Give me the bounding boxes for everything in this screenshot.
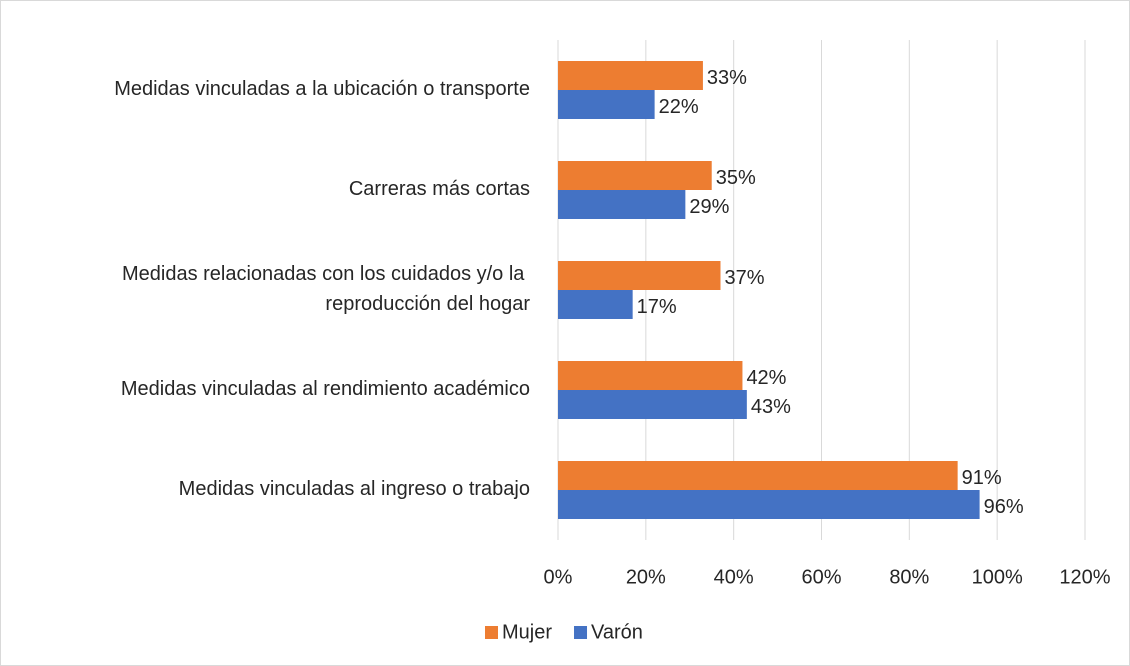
x-tick-label: 120% [1059, 566, 1110, 588]
x-tick-label: 80% [889, 566, 929, 588]
bar [558, 61, 703, 90]
bar [558, 161, 712, 190]
legend-label: Varón [591, 621, 643, 643]
x-tick-label: 0% [544, 566, 573, 588]
data-label: 43% [751, 396, 791, 418]
data-label: 91% [962, 467, 1002, 489]
bar [558, 361, 743, 390]
legend-swatch [574, 626, 588, 639]
bar [558, 190, 686, 219]
bar [558, 461, 958, 490]
x-tick-label: 20% [626, 566, 666, 588]
bar [558, 90, 655, 119]
data-label: 29% [689, 196, 729, 218]
y-tick-label: Medidas vinculadas a la ubicación o tran… [114, 78, 530, 100]
data-label: 42% [746, 367, 786, 389]
data-label: 33% [707, 67, 747, 89]
data-label: 22% [659, 96, 699, 118]
data-label: 37% [724, 267, 764, 289]
y-tick-label: Carreras más cortas [349, 178, 530, 200]
bar [558, 261, 721, 290]
bar [558, 390, 747, 419]
y-tick-label: Medidas vinculadas al rendimiento académ… [121, 378, 530, 400]
x-tick-label: 60% [801, 566, 841, 588]
legend-label: Mujer [502, 621, 552, 643]
y-tick-label: Medidas relacionadas con los cuidados y/… [122, 263, 530, 315]
data-label: 35% [716, 167, 756, 189]
legend-swatch [485, 626, 498, 639]
x-tick-label: 100% [972, 566, 1023, 588]
data-label: 96% [984, 496, 1024, 518]
bar [558, 290, 633, 319]
y-tick-label: Medidas vinculadas al ingreso o trabajo [179, 478, 530, 500]
x-tick-label: 40% [714, 566, 754, 588]
data-label: 17% [637, 296, 677, 318]
bar [558, 490, 980, 519]
